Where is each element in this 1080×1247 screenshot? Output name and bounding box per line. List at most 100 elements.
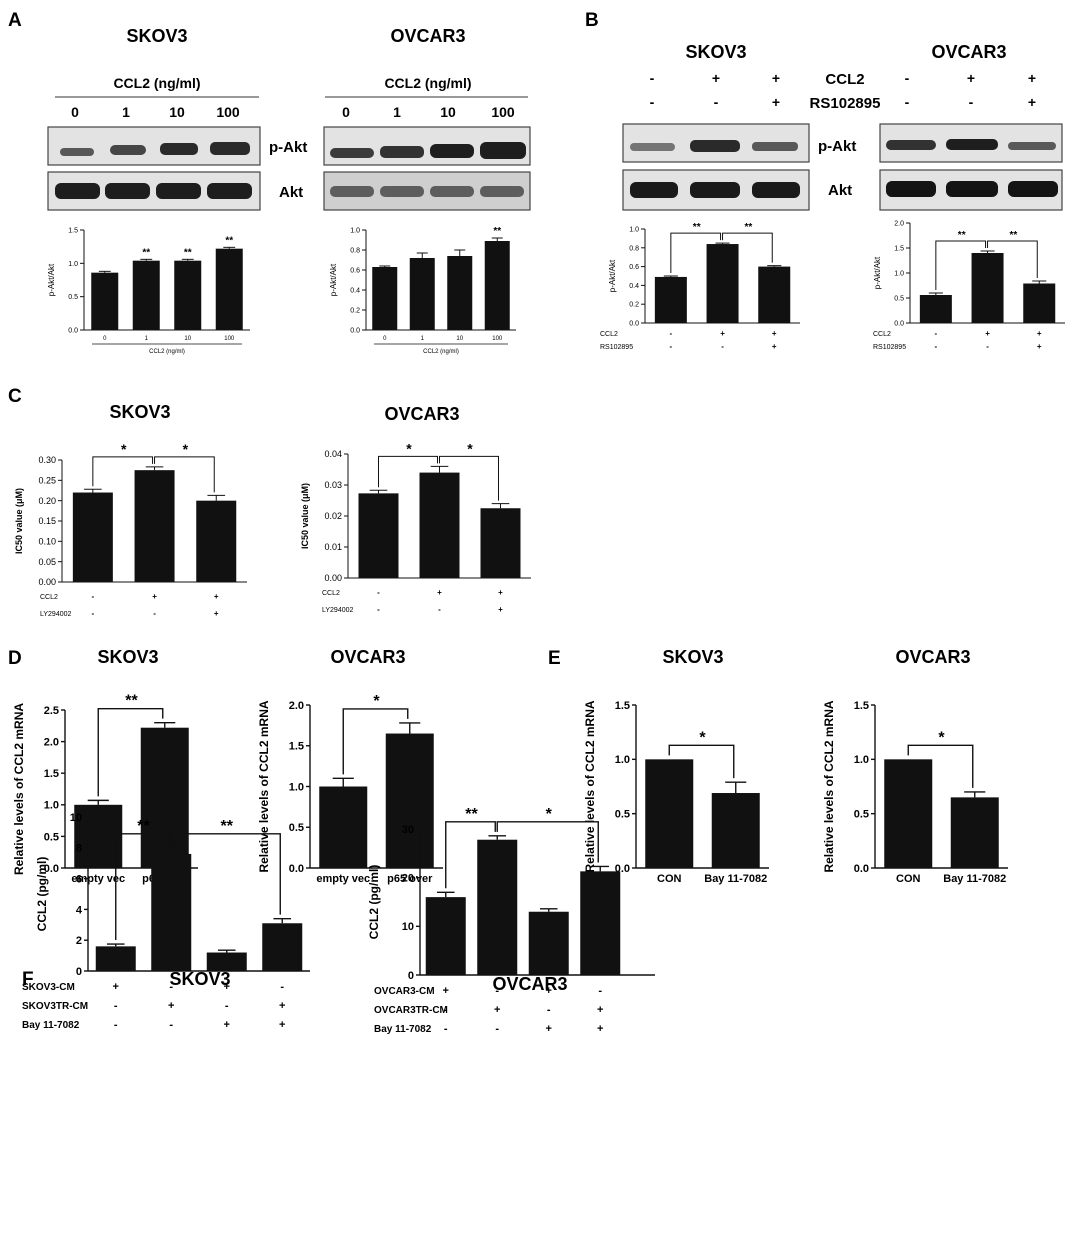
treatment-sign: + — [772, 329, 777, 338]
y-tick-label: 0.00 — [324, 573, 342, 583]
significance-label: * — [406, 440, 412, 456]
blot-b1-akt-bands — [630, 182, 800, 198]
blot-band — [690, 140, 740, 152]
treatment-sign: - — [153, 609, 156, 618]
treatment-row-label: RS102895 — [600, 344, 633, 351]
significance-bracket — [439, 455, 499, 501]
treatment-row-label: OVCAR3TR-CM — [374, 1005, 448, 1016]
panel-letter-b: B — [585, 10, 599, 31]
bar — [447, 256, 473, 330]
blot-a2-dose-1: 1 — [393, 104, 401, 120]
treatment-sign: + — [597, 1004, 603, 1016]
blot-band — [690, 182, 740, 198]
y-axis-label: Relative levels of CCL2 mRNA — [257, 700, 271, 872]
treatment-sign: + — [168, 1000, 174, 1012]
y-tick-label: 10 — [70, 812, 82, 824]
treatment-sign: + — [437, 588, 442, 597]
x-tick-label: 10 — [184, 336, 191, 342]
y-tick-label: 0.2 — [629, 302, 639, 309]
bar — [215, 248, 243, 330]
blot-b1-title: SKOV3 — [685, 42, 746, 62]
y-tick-label: 2.0 — [894, 220, 904, 227]
panel-letter-c: C — [8, 386, 22, 407]
significance-label: ** — [493, 226, 501, 237]
treatment-sign: + — [1037, 329, 1042, 338]
y-tick-label: 1.5 — [854, 700, 869, 712]
blot-a1-title: SKOV3 — [126, 26, 187, 46]
bar — [884, 759, 933, 868]
y-tick-label: 0.4 — [629, 283, 639, 290]
treatment-sign: - — [225, 1000, 229, 1012]
x-tick-label: 10 — [456, 336, 463, 342]
significance-bracket — [97, 707, 164, 797]
y-tick-label: 0.10 — [38, 536, 56, 546]
x-tick-label: empty vec — [71, 873, 125, 885]
chart-b2: 0.0 0.5 1.0 1.5 2.0 p-Akt/Akt CCL2 - + + RS102895 -… — [873, 220, 1065, 351]
blot-b2-title: OVCAR3 — [931, 42, 1006, 62]
blot-a2-akt-bands — [330, 186, 524, 197]
y-tick-label: 1.0 — [44, 800, 59, 812]
blot-b2-rs-sign-0: - — [905, 94, 910, 110]
bar — [372, 267, 398, 330]
y-tick-label: 0.6 — [350, 267, 360, 274]
y-tick-label: 0.6 — [629, 264, 639, 271]
blot-band — [105, 183, 150, 199]
bar — [174, 260, 202, 330]
chart-e2: 0.0 0.5 1.0 1.5 Relative levels of CCL2 mRNA… — [822, 700, 1008, 885]
treatment-row-label: Bay 11-7082 — [374, 1024, 432, 1035]
x-tick-label: CON — [657, 873, 682, 885]
bar — [971, 253, 1004, 323]
blot-band — [630, 182, 678, 198]
bar — [385, 733, 434, 868]
treatment-sign: - — [670, 342, 673, 351]
significance-bracket — [668, 744, 735, 779]
significance-label: * — [699, 729, 706, 746]
blot-b1-rs-sign-2: + — [772, 94, 780, 110]
chart-c2-title: OVCAR3 — [384, 404, 459, 424]
significance-label: ** — [221, 818, 234, 835]
blot-a2-pakt-bands — [330, 142, 526, 159]
treatment-sign: - — [721, 342, 724, 351]
y-tick-label: 0.00 — [38, 577, 56, 587]
blot-a2-dose-2: 10 — [440, 104, 456, 120]
bar — [74, 804, 123, 868]
x-tick-label: Bay 11-7082 — [943, 873, 1006, 885]
blot-a1-dose-0: 0 — [71, 104, 79, 120]
x-axis-label: CCL2 (ng/ml) — [149, 349, 185, 355]
significance-label: * — [121, 441, 127, 457]
y-axis-label: Relative levels of CCL2 mRNA — [822, 700, 836, 872]
blot-band — [886, 140, 936, 150]
blot-band — [480, 142, 526, 159]
significance-label: ** — [142, 247, 150, 258]
significance-label: ** — [125, 693, 138, 710]
blot-a1-akt-bands — [55, 183, 252, 199]
bar — [477, 839, 518, 975]
treatment-row-label: LY294002 — [322, 607, 354, 614]
blot-a2-title: OVCAR3 — [390, 26, 465, 46]
y-tick-label: 0.5 — [894, 295, 904, 302]
significance-bracket — [935, 240, 987, 290]
bar — [654, 276, 687, 323]
treatment-sign: + — [224, 981, 230, 993]
chart-d2: 0.0 0.5 1.0 1.5 2.0 Relative levels of CCL2 m… — [257, 693, 443, 885]
y-tick-label: 1.5 — [894, 245, 904, 252]
treatment-row-label: CCL2 — [873, 331, 891, 338]
y-tick-label: 0.0 — [289, 863, 304, 875]
blot-b-rs102895-label: RS102895 — [810, 95, 881, 112]
blot-b2-ccl2-sign-1: + — [967, 70, 975, 86]
significance-bracket — [378, 455, 438, 488]
significance-label: ** — [745, 222, 753, 233]
bar — [91, 272, 119, 330]
bar — [358, 493, 399, 578]
significance-label: ** — [465, 806, 478, 823]
blot-b2-ccl2-sign-2: + — [1028, 70, 1036, 86]
y-tick-label: 10 — [402, 921, 414, 933]
y-tick-label: 0.0 — [894, 320, 904, 327]
treatment-sign: - — [547, 1004, 551, 1016]
blot-band — [1008, 142, 1056, 150]
chart-d1-title: SKOV3 — [97, 647, 158, 667]
y-axis-label: p-Akt/Akt — [47, 263, 56, 296]
blot-band — [752, 182, 800, 198]
blot-band — [330, 148, 374, 158]
y-tick-label: 1.0 — [289, 781, 304, 793]
